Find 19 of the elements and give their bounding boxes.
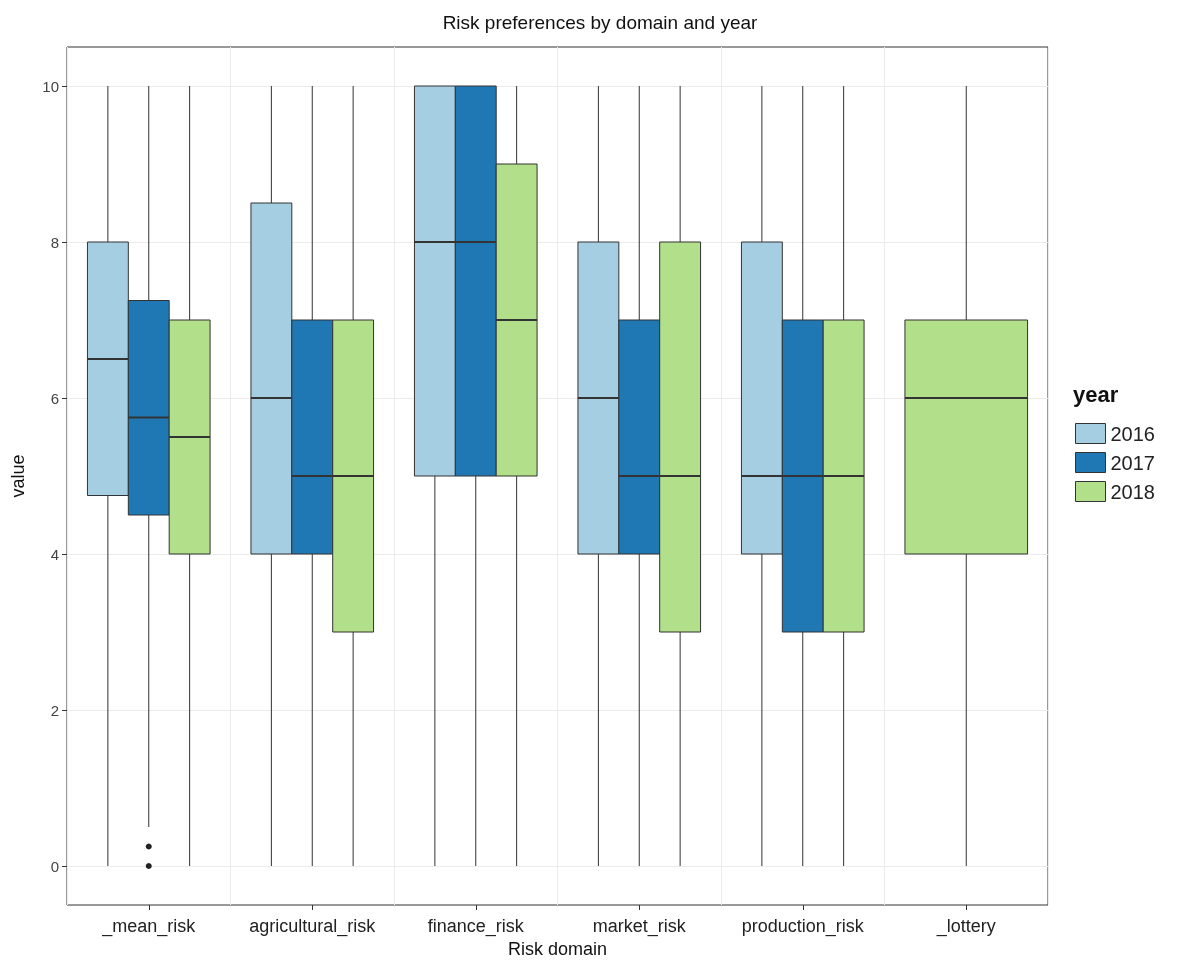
legend-label: 2016 [1110, 422, 1155, 445]
y-axis-title: value [8, 454, 28, 498]
legend-label: 2018 [1110, 480, 1155, 503]
x-axis-title: Risk domain [507, 938, 608, 959]
x-tick-label: production_risk [741, 916, 865, 937]
legend-title: year [1073, 381, 1119, 407]
x-tick-label: _mean_risk [101, 916, 197, 937]
y-tick-label: 0 [50, 857, 59, 875]
chart-title: Risk preferences by domain and year [442, 12, 759, 33]
x-tick-label: agricultural_risk [249, 916, 377, 937]
y-tick-label: 2 [50, 701, 59, 719]
y-tick-label: 4 [50, 545, 59, 563]
x-tick-label: market_risk [592, 916, 687, 937]
y-tick-label: 8 [50, 233, 59, 251]
x-tick-label: _lottery [935, 916, 996, 937]
x-tick-label: finance_risk [427, 916, 525, 937]
y-tick-label: 10 [42, 77, 59, 95]
legend-label: 2017 [1110, 451, 1155, 474]
y-tick-label: 6 [50, 389, 59, 407]
